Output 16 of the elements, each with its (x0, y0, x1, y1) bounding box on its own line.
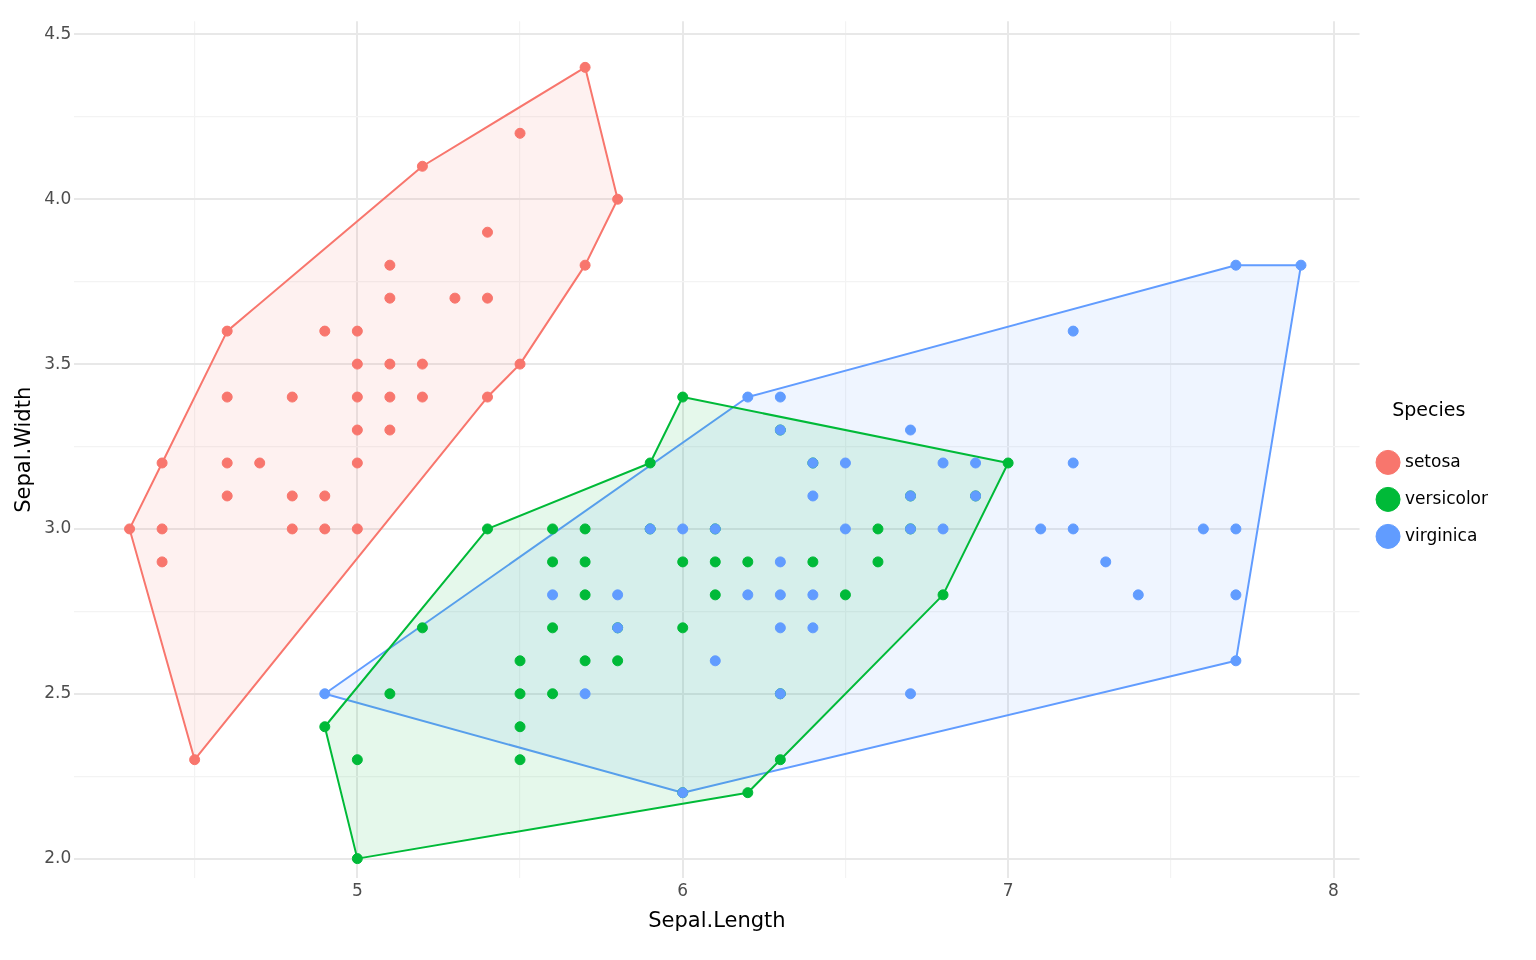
x-tick-label: 8 (1328, 880, 1339, 901)
y-tick-label: 3.5 (44, 352, 72, 373)
legend-label: setosa (1405, 450, 1461, 471)
y-tick-label: 2.5 (44, 682, 72, 703)
x-axis-title: Sepal.Length (648, 907, 786, 932)
x-tick-label: 7 (1002, 880, 1014, 901)
y-tick-label: 4.0 (44, 187, 72, 208)
legend-label: versicolor (1405, 487, 1489, 508)
x-tick-label: 5 (351, 880, 363, 901)
legend-title: Species (1392, 397, 1466, 420)
y-tick-label: 4.5 (44, 22, 72, 43)
legend-label: virginica (1405, 524, 1478, 545)
y-tick-label: 3.0 (44, 517, 72, 538)
x-tick-label: 6 (677, 880, 689, 901)
y-axis-title: Sepal.Width (11, 386, 36, 513)
y-tick-label: 2.0 (44, 847, 72, 868)
